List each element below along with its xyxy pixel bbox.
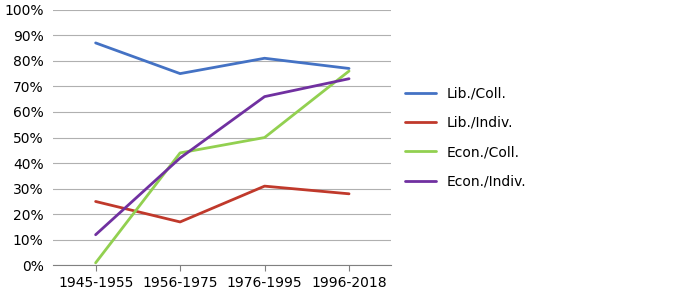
Econ./Indiv. — [260, 95, 269, 98]
Econ./Coll. — [176, 151, 184, 155]
Line: Econ./Coll.: Econ./Coll. — [96, 71, 349, 263]
Lib./Coll. — [345, 67, 353, 70]
Econ./Indiv. — [345, 77, 353, 81]
Econ./Indiv. — [176, 156, 184, 160]
Econ./Coll. — [260, 136, 269, 139]
Lib./Coll. — [260, 56, 269, 60]
Lib./Indiv. — [345, 192, 353, 196]
Econ./Coll. — [345, 69, 353, 73]
Lib./Coll. — [92, 41, 100, 45]
Lib./Indiv. — [92, 200, 100, 203]
Econ./Coll. — [92, 261, 100, 265]
Legend: Lib./Coll., Lib./Indiv., Econ./Coll., Econ./Indiv.: Lib./Coll., Lib./Indiv., Econ./Coll., Ec… — [405, 87, 526, 188]
Lib./Indiv. — [260, 184, 269, 188]
Line: Lib./Indiv.: Lib./Indiv. — [96, 186, 349, 222]
Line: Lib./Coll.: Lib./Coll. — [96, 43, 349, 74]
Lib./Indiv. — [176, 220, 184, 224]
Econ./Indiv. — [92, 233, 100, 236]
Lib./Coll. — [176, 72, 184, 75]
Line: Econ./Indiv.: Econ./Indiv. — [96, 79, 349, 235]
